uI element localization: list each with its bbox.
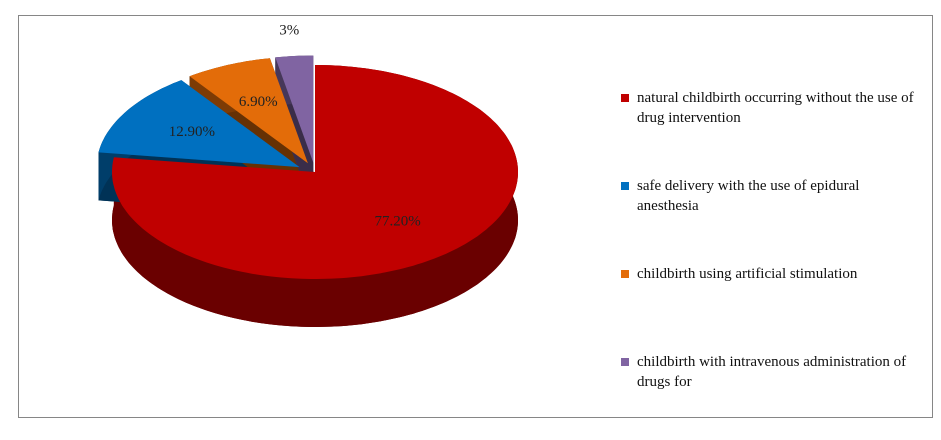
legend-label: childbirth with intravenous administrati… (637, 354, 907, 390)
legend-label: safe delivery with the use of epidural a… (637, 178, 860, 214)
legend: natural childbirth occurring without the… (621, 88, 921, 440)
data-label: 6.90% (239, 94, 278, 110)
legend-item: childbirth with intravenous administrati… (621, 352, 921, 440)
slice (112, 65, 518, 279)
legend-swatch (621, 182, 629, 190)
slice (98, 80, 300, 168)
legend-swatch (621, 270, 629, 278)
legend-item: safe delivery with the use of epidural a… (621, 176, 921, 264)
slice (189, 58, 308, 164)
data-label: 12.90% (169, 124, 215, 140)
data-label: 3% (279, 23, 299, 39)
legend-item: natural childbirth occurring without the… (621, 88, 921, 176)
legend-swatch (621, 358, 629, 366)
legend-label: childbirth using artificial stimulation (637, 266, 858, 282)
legend-label: natural childbirth occurring without the… (637, 90, 914, 126)
slice (275, 55, 314, 163)
chart-frame (18, 15, 933, 418)
legend-swatch (621, 94, 629, 102)
legend-item: childbirth using artificial stimulation (621, 264, 921, 352)
data-label: 77.20% (375, 213, 421, 229)
